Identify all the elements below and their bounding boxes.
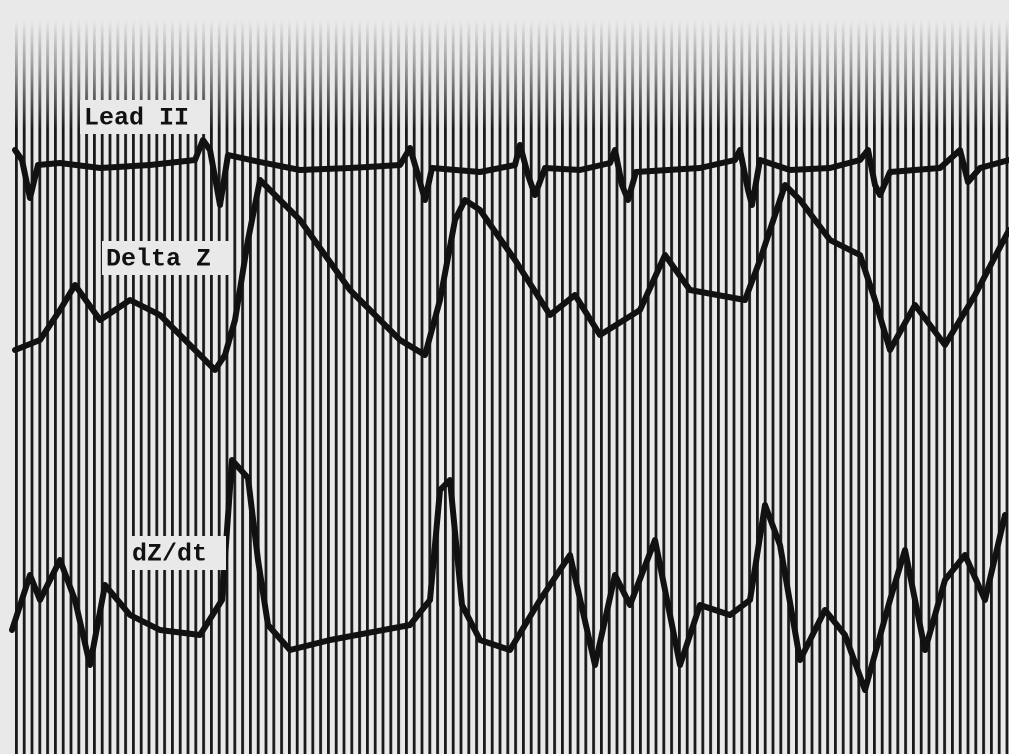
dz-dt-trace (9, 457, 1008, 693)
label-bg (102, 241, 232, 275)
label-bg (80, 100, 208, 134)
trace-label: dZ/dt (132, 540, 207, 569)
trace-label: Lead II (84, 104, 189, 133)
delta-z-trace (12, 177, 1009, 373)
label-bg (128, 536, 226, 570)
trace-label: Delta Z (106, 245, 211, 274)
lead-ii-trace (12, 137, 1009, 208)
